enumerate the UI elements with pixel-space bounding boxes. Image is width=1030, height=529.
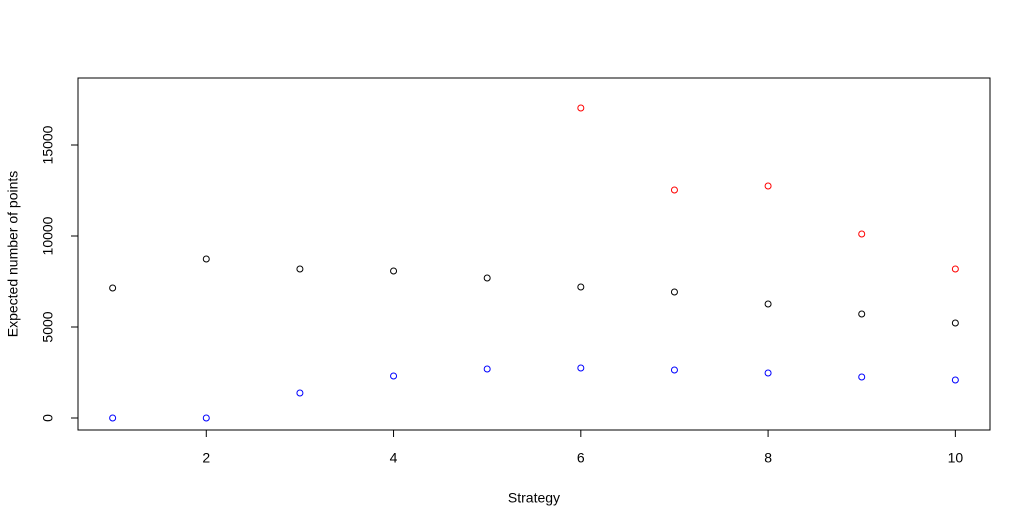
point	[764, 369, 772, 377]
point	[858, 310, 866, 318]
point	[202, 255, 210, 263]
point	[296, 265, 304, 273]
point	[858, 230, 866, 238]
x-tick-label: 10	[948, 450, 964, 466]
point	[109, 284, 117, 292]
point	[670, 366, 678, 374]
point	[109, 414, 117, 422]
point	[483, 274, 491, 282]
x-axis-label: Strategy	[508, 490, 560, 506]
point	[202, 414, 210, 422]
point	[670, 288, 678, 296]
point	[951, 376, 959, 384]
point	[764, 182, 772, 190]
y-tick-label: 15000	[40, 125, 56, 164]
point	[296, 389, 304, 397]
x-tick-label: 2	[202, 450, 210, 466]
y-tick-label: 5000	[40, 311, 56, 342]
y-tick-label: 10000	[40, 216, 56, 255]
point	[390, 372, 398, 380]
point	[670, 186, 678, 194]
point	[577, 364, 585, 372]
x-tick-label: 6	[577, 450, 585, 466]
point	[390, 267, 398, 275]
y-axis-label: Expected number of points	[5, 171, 21, 338]
point	[951, 265, 959, 273]
point	[483, 365, 491, 373]
x-tick-label: 4	[390, 450, 398, 466]
point	[577, 283, 585, 291]
point	[951, 319, 959, 327]
x-tick-label: 8	[764, 450, 772, 466]
plot-box	[77, 77, 991, 431]
point	[764, 300, 772, 308]
point	[577, 104, 585, 112]
point	[858, 373, 866, 381]
y-tick-label: 0	[40, 414, 56, 422]
